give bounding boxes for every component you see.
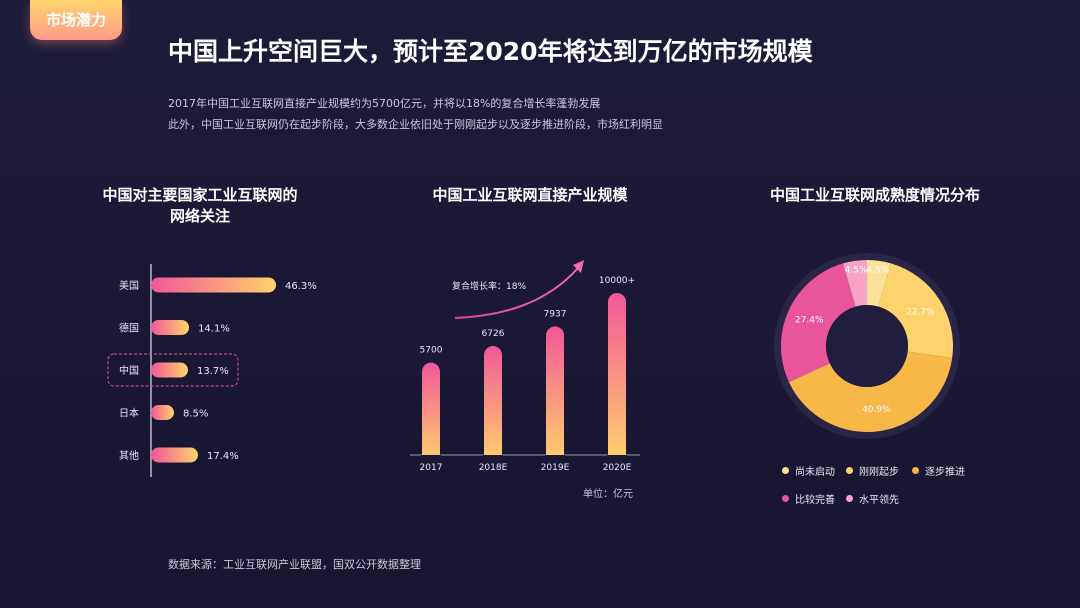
hbar-bar [151, 320, 190, 335]
legend-label: 逐步推进 [925, 467, 965, 478]
donut-slice [781, 263, 856, 383]
vbar-bar-mask [607, 455, 627, 473]
hbar-bar [151, 362, 188, 378]
growth-arrow [454, 267, 579, 319]
vbar-bar [546, 326, 564, 464]
vbar-category-label: 2017 [420, 463, 443, 473]
donut-value-label: 40.9% [862, 405, 891, 415]
legend-item: 刚刚起步 [846, 463, 908, 478]
vbar-bar [484, 346, 502, 464]
data-source: 数据来源：工业互联网产业联盟，国双公开数据整理 [168, 558, 421, 571]
legend-label: 水平领先 [859, 495, 899, 506]
vbar-value-label: 7937 [544, 309, 567, 319]
legend-item: 水平领先 [846, 491, 906, 506]
legend-swatch [846, 495, 853, 502]
donut-slice [867, 260, 891, 307]
hbar-category-label: 德国 [119, 322, 139, 335]
vbar-bar-mask [483, 455, 503, 473]
section-tag: 市场潜力 [30, 0, 122, 40]
hbar-bar [151, 277, 276, 293]
growth-rate-label: 复合增长率：18% [452, 280, 526, 292]
legend-label: 比较完善 [795, 495, 835, 506]
donut-value-label: 4.5% [845, 265, 868, 275]
right-chart-title: 中国工业互联网成熟度情况分布 [769, 186, 980, 204]
vbar-bar-mask [421, 455, 441, 473]
vbar-bar [422, 362, 440, 464]
hbar-category-label: 日本 [119, 407, 139, 420]
donut-value-label: 27.4% [795, 316, 824, 326]
vbar-category-label: 2020E [603, 463, 632, 473]
unit-label: 单位：亿元 [583, 489, 633, 500]
donut-hole [826, 305, 908, 387]
donut-legend: 尚未启动 刚刚起步 逐步推进比较完善 水平领先 [782, 458, 1002, 514]
hbar-bar [151, 405, 174, 420]
legend-swatch [912, 467, 919, 474]
middle-chart-title: 中国工业互联网直接产业规模 [432, 186, 628, 204]
hbar-category-label: 其他 [119, 449, 139, 462]
legend-label: 刚刚起步 [859, 467, 899, 478]
page-title: 中国上升空间巨大，预计至2020年将达到万亿的市场规模 [168, 37, 813, 66]
hbar-value-label: 8.5% [183, 409, 208, 420]
legend-label: 尚未启动 [795, 467, 835, 478]
vbar-bar [608, 293, 626, 464]
left-chart-title-line-1: 中国对主要国家工业互联网的 [102, 186, 298, 204]
growth-arrow-head [573, 260, 584, 273]
donut-value-label: 4.5% [866, 265, 889, 275]
donut-slice [843, 260, 867, 307]
legend-item: 比较完善 [782, 491, 842, 506]
legend-swatch [782, 495, 789, 502]
left-chart-title-line-2: 网络关注 [169, 207, 230, 225]
legend-swatch [782, 467, 789, 474]
hbar-bar [151, 447, 198, 463]
legend-swatch [846, 467, 853, 474]
hbar-category-label: 中国 [119, 364, 139, 377]
hbar-value-label: 14.1% [198, 324, 230, 335]
hbar-category-label: 美国 [119, 279, 139, 292]
vbar-value-label: 5700 [420, 346, 443, 356]
vbar-category-label: 2019E [541, 463, 570, 473]
highlight-box [107, 353, 239, 387]
donut-slice [878, 263, 953, 358]
left-chart-title: 中国对主要国家工业互联网的 网络关注 [60, 185, 340, 227]
hbar-value-label: 13.7% [197, 366, 229, 377]
legend-item: 逐步推进 [912, 463, 972, 478]
vbar-bar-mask [545, 455, 565, 473]
description-line-1: 2017年中国工业互联网直接产业规模约为5700亿元，并将以18%的复合增长率蓬… [168, 97, 601, 110]
vbar-value-label: 10000+ [599, 276, 635, 286]
hbar-value-label: 46.3% [285, 281, 317, 292]
vbar-value-label: 6726 [482, 329, 505, 339]
vbar-category-label: 2018E [479, 463, 508, 473]
donut-value-label: 22.7% [906, 307, 935, 317]
hbar-value-label: 17.4% [207, 451, 239, 462]
legend-item: 尚未启动 [782, 463, 842, 478]
donut-slice [788, 351, 953, 432]
description-line-2: 此外，中国工业互联网仍在起步阶段，大多数企业依旧处于刚刚起步以及逐步推进阶段，市… [168, 118, 663, 131]
